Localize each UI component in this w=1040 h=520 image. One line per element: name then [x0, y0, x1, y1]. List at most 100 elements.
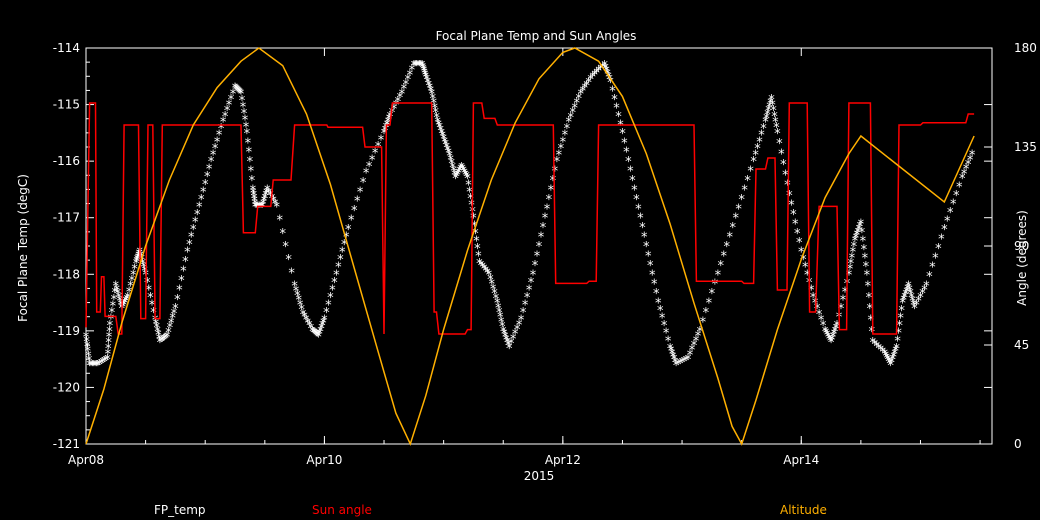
- fp-temp-point: *: [297, 298, 304, 313]
- fp-temp-point: *: [726, 231, 733, 246]
- fp-temp-point: *: [442, 138, 449, 153]
- fp-temp-point: *: [341, 238, 348, 253]
- fp-temp-point: *: [627, 165, 634, 180]
- fp-temp-point: *: [635, 202, 642, 217]
- fp-temp-point: *: [534, 249, 541, 264]
- fp-temp-point: *: [643, 240, 650, 255]
- fp-temp-point: *: [615, 110, 622, 125]
- fp-temp-point: *: [247, 155, 254, 170]
- fp-temp-point: *: [774, 127, 781, 142]
- fp-temp-point: *: [778, 148, 785, 163]
- fp-temp-point: *: [496, 306, 503, 321]
- fp-temp-point: *: [182, 255, 189, 270]
- fp-temp-point: *: [423, 70, 430, 85]
- fp-temp-point: *: [303, 314, 310, 329]
- fp-temp-point: *: [240, 100, 247, 115]
- fp-temp-point: *: [461, 166, 468, 181]
- fp-temp-point: *: [623, 146, 630, 161]
- fp-temp-point: *: [232, 82, 239, 97]
- fp-temp-point: *: [961, 167, 968, 182]
- fp-temp-point: *: [250, 186, 257, 201]
- fp-temp-point: *: [441, 135, 448, 150]
- fp-temp-point: *: [602, 62, 609, 77]
- fp-temp-point: *: [929, 261, 936, 276]
- fp-temp-point: *: [146, 283, 153, 298]
- fp-temp-point: *: [425, 79, 432, 94]
- fp-temp-point: *: [269, 192, 276, 207]
- fp-temp-point: *: [84, 340, 91, 355]
- fp-temp-point: *: [816, 308, 823, 323]
- fp-temp-point: *: [382, 124, 389, 139]
- fp-temp-point: *: [405, 73, 412, 88]
- fp-temp-point: *: [831, 328, 838, 343]
- fp-temp-point: *: [629, 174, 636, 189]
- fp-temp-point: *: [470, 212, 477, 227]
- fp-temp-point: *: [829, 333, 836, 348]
- fp-temp-point: *: [852, 234, 859, 249]
- fp-temp-point: *: [262, 189, 269, 204]
- left-tick-label: -121: [53, 437, 80, 451]
- fp-temp-point: *: [416, 59, 423, 74]
- fp-temp-point: *: [947, 206, 954, 221]
- fp-temp-point: *: [273, 200, 280, 215]
- fp-temp-point: *: [266, 186, 273, 201]
- fp-temp-point: *: [331, 276, 338, 291]
- fp-temp-point: *: [633, 193, 640, 208]
- fp-temp-point: *: [169, 312, 176, 327]
- fp-temp-point: *: [108, 313, 115, 328]
- fp-temp-point: *: [248, 165, 255, 180]
- fp-temp-point: *: [384, 118, 391, 133]
- fp-temp-point: *: [228, 93, 235, 108]
- fp-temp-point: *: [867, 302, 874, 317]
- fp-temp-point: *: [900, 294, 907, 309]
- fp-temp-point: *: [109, 306, 116, 321]
- fp-temp-point: *: [262, 192, 269, 207]
- fp-temp-point: *: [589, 70, 596, 85]
- fp-temp-point: *: [606, 73, 613, 88]
- fp-temp-point: *: [823, 327, 830, 342]
- fp-temp-point: *: [163, 331, 170, 346]
- fp-temp-point: *: [858, 217, 865, 232]
- fp-temp-point: *: [665, 334, 672, 349]
- fp-temp-point: *: [251, 192, 258, 207]
- fp-temp-point: *: [164, 331, 171, 346]
- fp-temp-point: *: [138, 253, 145, 268]
- legend-item-1: Sun angle: [312, 503, 372, 517]
- fp-temp-point: *: [532, 259, 539, 274]
- fp-temp-point: *: [152, 314, 159, 329]
- fp-temp-point: *: [92, 359, 99, 374]
- fp-temp-point: *: [250, 183, 257, 198]
- fp-temp-point: *: [315, 331, 322, 346]
- fp-temp-point: *: [562, 129, 569, 144]
- fp-temp-point: *: [411, 59, 418, 74]
- fp-temp-point: *: [478, 259, 485, 274]
- fp-temp-point: *: [911, 302, 918, 317]
- fp-temp-point: *: [316, 328, 323, 343]
- fp-temp-point: *: [668, 345, 675, 360]
- fp-temp-point: *: [200, 185, 207, 200]
- left-tick-label: -120: [53, 380, 80, 394]
- fp-temp-point: *: [700, 315, 707, 330]
- fp-temp-point: *: [437, 124, 444, 139]
- fp-temp-point: *: [828, 336, 835, 351]
- fp-temp-point: *: [288, 266, 295, 281]
- fp-temp-point: *: [83, 331, 90, 346]
- fp-temp-point: *: [133, 255, 140, 270]
- fp-temp-point: *: [917, 291, 924, 306]
- fp-temp-point: *: [462, 168, 469, 183]
- fp-temp-point: *: [893, 342, 900, 357]
- fp-temp-point: *: [491, 287, 498, 302]
- right-tick-label: 180: [1014, 41, 1037, 55]
- fp-temp-point: *: [242, 114, 249, 129]
- fp-temp-point: *: [459, 163, 466, 178]
- fp-temp-point: *: [282, 240, 289, 255]
- fp-temp-point: *: [763, 112, 770, 127]
- fp-temp-point: *: [186, 238, 193, 253]
- fp-temp-point: *: [354, 195, 361, 210]
- fp-temp-point: *: [256, 200, 263, 215]
- fp-temp-point: *: [605, 70, 612, 85]
- fp-temp-point: *: [538, 231, 545, 246]
- fp-temp-point: *: [239, 94, 246, 109]
- fp-temp-point: *: [574, 97, 581, 112]
